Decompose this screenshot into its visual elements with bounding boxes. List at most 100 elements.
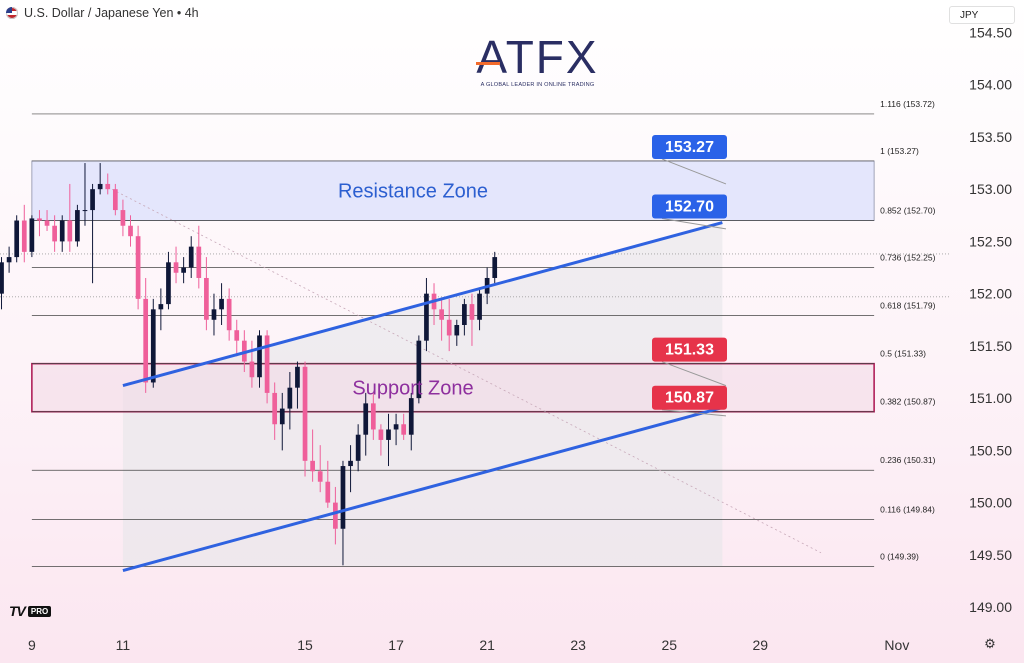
candle-body[interactable] xyxy=(219,298,224,310)
channel-upper-line[interactable] xyxy=(122,221,723,388)
candle-body[interactable] xyxy=(37,218,42,221)
candle-body[interactable] xyxy=(439,309,444,320)
candle-body[interactable] xyxy=(295,366,300,388)
candle-body[interactable] xyxy=(355,434,361,461)
candle-body[interactable] xyxy=(386,429,391,440)
candle-body[interactable] xyxy=(196,246,202,278)
candle-body[interactable] xyxy=(340,466,346,529)
support-zone-label: Support Zone xyxy=(352,378,473,400)
candle-body[interactable] xyxy=(272,392,278,425)
callout-box[interactable] xyxy=(652,194,727,219)
candle-body[interactable] xyxy=(264,335,270,393)
candle-body[interactable] xyxy=(204,277,209,320)
candle-body[interactable] xyxy=(150,309,156,383)
candle-body[interactable] xyxy=(29,218,35,252)
candle-body[interactable] xyxy=(279,408,285,425)
candle-body[interactable] xyxy=(135,236,141,299)
candle-body[interactable] xyxy=(469,304,475,320)
candle-body[interactable] xyxy=(325,481,331,503)
y-axis-tick-label: 154.00 xyxy=(969,77,1012,93)
candle-body[interactable] xyxy=(477,293,482,320)
x-axis-tick-label: Nov xyxy=(884,637,909,653)
candle-body[interactable] xyxy=(416,340,422,399)
y-axis-tick-label: 149.50 xyxy=(969,547,1012,563)
channel-lower-line[interactable] xyxy=(122,406,723,572)
candle-body[interactable] xyxy=(424,293,429,341)
fib-level-label: 0.116 (149.84) xyxy=(880,504,935,514)
candle-body[interactable] xyxy=(90,189,95,211)
brand-watermark: ATFX A GLOBAL LEADER IN ONLINE TRADING xyxy=(470,34,605,88)
candle-body[interactable] xyxy=(82,210,88,212)
dotted-trendline xyxy=(107,186,822,554)
candle-body[interactable] xyxy=(378,429,384,440)
currency-button[interactable]: JPY xyxy=(949,6,1015,24)
candle-body[interactable] xyxy=(97,183,103,190)
y-axis-tick-label: 154.50 xyxy=(969,24,1012,40)
tv-mark: TV xyxy=(9,603,26,619)
candle-body[interactable] xyxy=(462,304,467,325)
callout-box[interactable] xyxy=(652,134,727,159)
candle-body[interactable] xyxy=(14,220,20,258)
candle-body[interactable] xyxy=(287,387,293,409)
callout-pointer xyxy=(661,218,727,230)
candle-body[interactable] xyxy=(188,246,194,268)
candle-body[interactable] xyxy=(370,403,376,430)
callout-price-label: 153.27 xyxy=(665,139,714,156)
candle-body[interactable] xyxy=(348,460,353,467)
candle-body[interactable] xyxy=(166,262,171,305)
callout-box[interactable] xyxy=(652,385,727,410)
candle-body[interactable] xyxy=(6,257,12,263)
candle-body[interactable] xyxy=(333,502,338,529)
x-axis-tick-label: 15 xyxy=(297,637,313,653)
candle-body[interactable] xyxy=(257,335,262,378)
x-axis-tick-label: 11 xyxy=(116,637,131,653)
candle-body[interactable] xyxy=(173,262,179,273)
settings-gear-icon[interactable]: ⚙ xyxy=(984,636,996,651)
candle-body[interactable] xyxy=(59,220,65,242)
candle-body[interactable] xyxy=(393,424,399,430)
callout-price-label: 150.87 xyxy=(665,390,714,407)
pro-badge: PRO xyxy=(27,605,52,617)
candle-body[interactable] xyxy=(492,257,498,278)
fib-level-label: 0.618 (151.79) xyxy=(880,301,935,311)
candle-body[interactable] xyxy=(226,298,232,331)
candle-body[interactable] xyxy=(0,262,4,294)
candle-body[interactable] xyxy=(21,220,27,252)
candle-body[interactable] xyxy=(234,330,240,341)
candle-body[interactable] xyxy=(67,220,73,242)
candle-body[interactable] xyxy=(52,225,57,242)
candle-body[interactable] xyxy=(158,304,164,310)
candle-body[interactable] xyxy=(75,210,80,242)
candle-body[interactable] xyxy=(128,225,133,237)
y-axis-tick-label: 153.00 xyxy=(969,181,1012,197)
us-jp-flag-icon xyxy=(6,7,18,19)
candle-body[interactable] xyxy=(401,424,407,435)
candle-body[interactable] xyxy=(120,210,126,226)
candle-body[interactable] xyxy=(317,471,323,482)
tradingview-logo[interactable]: TV PRO xyxy=(9,603,52,619)
candle-body[interactable] xyxy=(44,220,50,226)
x-axis-tick-label: 29 xyxy=(753,637,769,653)
symbol-header[interactable]: U.S. Dollar / Japanese Yen • 4h xyxy=(6,6,199,20)
candle-body[interactable] xyxy=(302,366,308,461)
fib-level-label: 1 (153.27) xyxy=(880,146,919,156)
fib-level-label: 0.852 (152.70) xyxy=(880,206,935,216)
candle-body[interactable] xyxy=(105,183,111,190)
candle-body[interactable] xyxy=(249,361,255,378)
candle-body[interactable] xyxy=(454,325,460,336)
fib-level-label: 0.382 (150.87) xyxy=(880,397,935,407)
callout-pointer xyxy=(661,361,727,387)
candle-body[interactable] xyxy=(363,403,369,435)
candle-body[interactable] xyxy=(310,460,315,472)
candle-body[interactable] xyxy=(112,189,118,211)
callout-pointer xyxy=(661,409,727,417)
callout-box[interactable] xyxy=(652,337,727,362)
candle-body[interactable] xyxy=(143,298,149,383)
x-axis-tick-label: 23 xyxy=(570,637,586,653)
atfx-logo: ATFX xyxy=(470,34,605,80)
candle-body[interactable] xyxy=(408,398,414,435)
candle-body[interactable] xyxy=(211,309,217,320)
candle-body[interactable] xyxy=(446,319,452,336)
candle-body[interactable] xyxy=(181,267,186,273)
